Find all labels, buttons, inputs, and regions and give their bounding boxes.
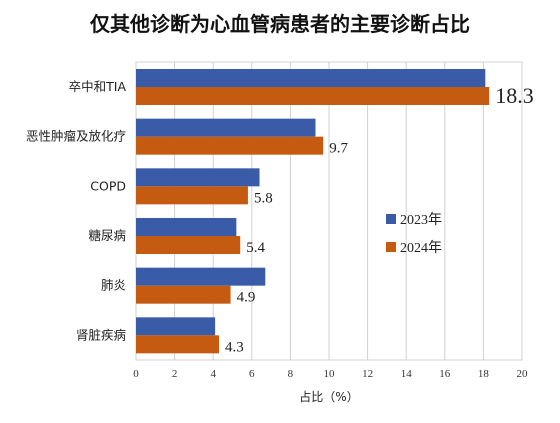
x-tick-label: 2 xyxy=(172,368,178,380)
bar-2024 xyxy=(136,186,248,205)
x-tick-label: 18 xyxy=(478,368,490,380)
legend: 2023年 2024年 xyxy=(386,212,442,256)
x-tick-labels: 0 2 4 6 8 10 12 14 16 18 20 xyxy=(133,368,528,380)
bar-2023 xyxy=(136,168,260,187)
legend-swatch xyxy=(386,242,396,252)
x-tick-label: 0 xyxy=(133,368,139,380)
bars xyxy=(136,69,490,354)
data-label: 5.8 xyxy=(254,190,273,206)
category-label: COPD xyxy=(90,178,126,193)
data-label: 4.3 xyxy=(225,339,244,355)
legend-label: 2023年 xyxy=(400,212,442,228)
chart-title: 仅其他诊断为心血管病患者的主要诊断占比 xyxy=(90,12,470,36)
bar-2023 xyxy=(136,218,237,236)
data-label: 9.7 xyxy=(329,141,348,157)
x-tick-label: 8 xyxy=(288,368,294,380)
category-label: 肺炎 xyxy=(101,278,126,293)
category-label: 糖尿病 xyxy=(88,228,126,243)
legend-swatch xyxy=(386,214,396,224)
x-tick-label: 10 xyxy=(324,368,336,380)
x-tick-label: 6 xyxy=(249,368,255,380)
x-tick-label: 14 xyxy=(401,368,413,380)
bar-2024 xyxy=(136,87,490,105)
gridlines xyxy=(135,62,523,360)
x-tick-label: 12 xyxy=(362,368,373,380)
bar-2024 xyxy=(136,236,241,254)
x-tick-label: 4 xyxy=(210,368,216,380)
category-label: 卒中和TIA xyxy=(69,79,127,94)
category-label: 肾脏疾病 xyxy=(76,327,126,342)
bar-2024 xyxy=(136,136,324,155)
bar-2024 xyxy=(136,335,219,354)
bar-2023 xyxy=(136,69,486,87)
data-label: 4.9 xyxy=(237,290,256,306)
x-axis-label: 占比（%） xyxy=(299,389,358,404)
x-tick-label: 16 xyxy=(439,368,451,380)
category-label: 恶性肿瘤及放化疗 xyxy=(26,129,126,144)
x-tick-label: 20 xyxy=(517,368,529,380)
bar-2024 xyxy=(136,285,231,304)
data-label: 5.4 xyxy=(246,240,265,256)
legend-label: 2024年 xyxy=(400,240,442,256)
data-label: 18.3 xyxy=(495,83,534,108)
bar-2023 xyxy=(136,118,316,137)
data-labels: 18.3 9.7 5.8 5.4 4.9 4.3 xyxy=(225,83,534,355)
bar-2023 xyxy=(136,317,216,336)
bar-2023 xyxy=(136,267,266,286)
